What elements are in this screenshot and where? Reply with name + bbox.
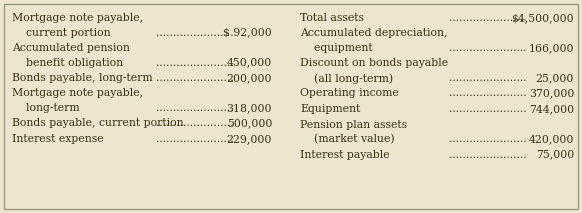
Text: benefit obligation: benefit obligation <box>12 58 123 68</box>
Text: Accumulated depreciation,: Accumulated depreciation, <box>300 29 448 39</box>
Text: 229,000: 229,000 <box>226 134 272 144</box>
Text: long-term: long-term <box>12 103 80 113</box>
Text: .......................: ....................... <box>157 118 234 128</box>
Text: 200,000: 200,000 <box>226 73 272 83</box>
Text: Operating income: Operating income <box>300 88 399 98</box>
Text: .......................: ....................... <box>449 13 527 23</box>
Text: $4,500,000: $4,500,000 <box>512 13 574 23</box>
Text: 318,000: 318,000 <box>226 103 272 113</box>
Text: 25,000: 25,000 <box>535 73 574 83</box>
Text: .......................: ....................... <box>449 150 527 160</box>
Text: Discount on bonds payable: Discount on bonds payable <box>300 59 448 69</box>
Text: .......................: ....................... <box>157 27 234 37</box>
Text: current portion: current portion <box>12 27 111 37</box>
Text: 370,000: 370,000 <box>528 88 574 98</box>
Text: Total assets: Total assets <box>300 13 364 23</box>
Text: 744,000: 744,000 <box>529 104 574 114</box>
Text: .......................: ....................... <box>449 73 527 83</box>
Text: .......................: ....................... <box>157 134 234 144</box>
Text: Interest payable: Interest payable <box>300 150 389 160</box>
Text: Equipment: Equipment <box>300 104 360 114</box>
Text: .......................: ....................... <box>449 88 527 98</box>
Text: Bonds payable, long-term: Bonds payable, long-term <box>12 73 152 83</box>
Text: 450,000: 450,000 <box>227 58 272 68</box>
Text: .......................: ....................... <box>157 73 234 83</box>
Text: Pension plan assets: Pension plan assets <box>300 119 407 130</box>
Text: 75,000: 75,000 <box>536 150 574 160</box>
Text: (market value): (market value) <box>300 134 395 144</box>
Text: equipment: equipment <box>300 43 372 53</box>
Text: .......................: ....................... <box>449 104 527 114</box>
Text: $ 92,000: $ 92,000 <box>223 27 272 37</box>
Text: .......................: ....................... <box>449 134 527 144</box>
Text: Bonds payable, current portion: Bonds payable, current portion <box>12 118 184 128</box>
Text: Mortgage note payable,: Mortgage note payable, <box>12 88 143 98</box>
Text: 500,000: 500,000 <box>226 118 272 128</box>
Text: .......................: ....................... <box>157 103 234 113</box>
Text: .......................: ....................... <box>157 58 234 68</box>
Text: Interest expense: Interest expense <box>12 134 104 144</box>
Text: Mortgage note payable,: Mortgage note payable, <box>12 13 143 23</box>
Text: Accumulated pension: Accumulated pension <box>12 43 130 53</box>
Text: (all long-term): (all long-term) <box>300 73 393 83</box>
Text: 420,000: 420,000 <box>528 134 574 144</box>
Text: .......................: ....................... <box>449 43 527 53</box>
Text: 166,000: 166,000 <box>528 43 574 53</box>
